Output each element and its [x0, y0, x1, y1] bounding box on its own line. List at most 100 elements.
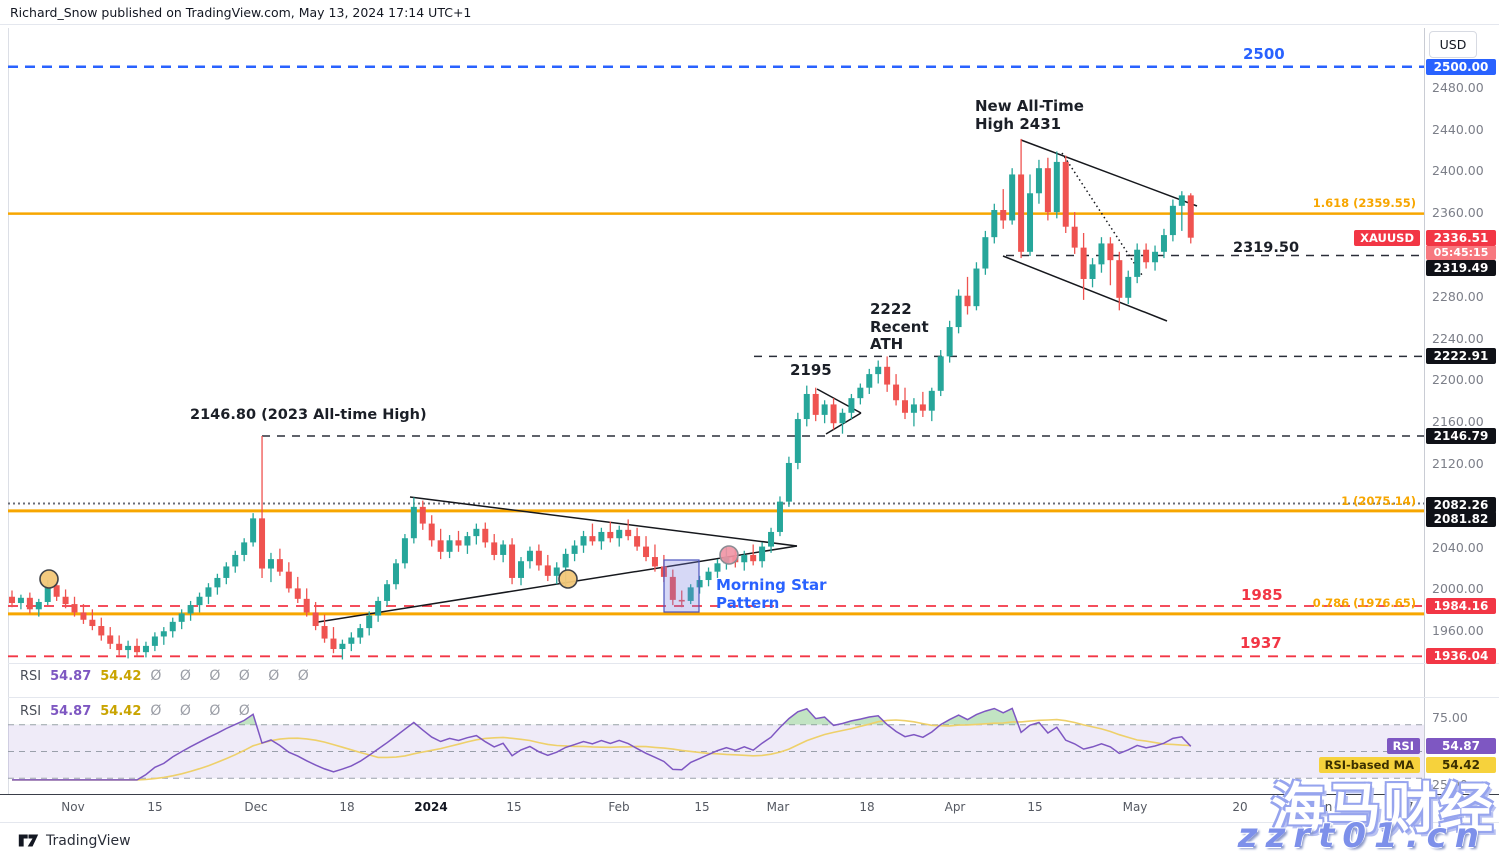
candle-body: [321, 626, 328, 639]
candle-body: [535, 550, 542, 566]
trendline-channel-lower[interactable]: [1002, 255, 1168, 322]
trendline-triangle-lower[interactable]: [317, 545, 798, 623]
time-axis-label-15[interactable]: 15: [694, 800, 710, 814]
time-axis-label-May[interactable]: May: [1122, 800, 1148, 814]
candle-body: [455, 540, 462, 546]
candle-body: [982, 237, 989, 269]
candle-body: [812, 393, 819, 415]
candle-body: [151, 636, 158, 646]
time-axis-label-Nov[interactable]: Nov: [61, 800, 85, 814]
candle-body: [35, 601, 42, 610]
candle-body: [392, 563, 399, 585]
time-axis-label-Dec[interactable]: Dec: [244, 800, 268, 814]
rsi-scale-tick: 25.00: [1432, 777, 1468, 792]
candle-body: [741, 554, 748, 563]
rsi-ma-value: 54.42: [100, 668, 142, 684]
candle-body: [1053, 161, 1060, 213]
candle-body: [401, 538, 408, 564]
time-axis-label-15[interactable]: 15: [506, 800, 522, 814]
candle-body: [553, 567, 560, 576]
rsi-legend-row-2: RSI 54.87 54.42 Ø Ø Ø Ø: [20, 703, 257, 719]
highlight-circle-feb[interactable]: [719, 545, 739, 565]
tradingview-brand[interactable]: TradingView: [18, 832, 131, 849]
legend-loading-icons[interactable]: Ø Ø Ø Ø Ø Ø: [150, 668, 316, 684]
candle-body: [1018, 174, 1025, 252]
time-axis-label-20[interactable]: 20: [1232, 800, 1248, 814]
candle-body: [616, 529, 623, 539]
footer-divider: [0, 822, 1499, 823]
candle-body: [330, 638, 337, 650]
price-tick: 2120.00: [1432, 456, 1484, 471]
price-badge-2500.00: 2500.00: [1426, 58, 1496, 75]
candle-body: [214, 577, 221, 588]
price-tick: 2480.00: [1432, 79, 1484, 95]
trendline-pennant-lower[interactable]: [825, 412, 862, 435]
candle-body: [946, 327, 953, 357]
time-axis-label-Feb[interactable]: Feb: [608, 800, 630, 814]
candle-body: [473, 528, 480, 537]
candle-body: [1080, 247, 1087, 279]
time-axis-label-Mar[interactable]: Mar: [766, 800, 790, 814]
highlight-circle-jan[interactable]: [558, 569, 578, 589]
candle-body: [1160, 235, 1167, 252]
candle-body: [848, 398, 855, 413]
candle-body: [1152, 251, 1159, 263]
countdown-badge: 05:45:15: [1426, 245, 1496, 260]
time-axis-label-2024[interactable]: 2024: [414, 800, 448, 814]
candle-body: [705, 571, 712, 581]
rsi-legend-row-1: RSI 54.87 54.42 Ø Ø Ø Ø Ø Ø: [20, 668, 316, 684]
trendline-triangle-upper[interactable]: [409, 496, 798, 547]
candle-body: [1089, 264, 1096, 279]
candle-body: [526, 550, 533, 562]
candle-body: [785, 462, 792, 502]
candle-body: [178, 613, 185, 622]
price-tick: 1960.00: [1432, 623, 1484, 639]
candle-body: [464, 536, 471, 546]
trendline-channel-upper[interactable]: [1020, 139, 1198, 207]
tradingview-logo-icon: [18, 834, 39, 847]
time-axis-label-Jun[interactable]: Jun: [1313, 800, 1333, 814]
candle-body: [232, 554, 239, 567]
candle-body: [259, 518, 266, 569]
legend-loading-icons[interactable]: Ø Ø Ø Ø: [150, 703, 257, 719]
label-2146-80: 2146.80 (2023 All-time High): [190, 407, 427, 423]
price-badge-2146.79: 2146.79: [1426, 428, 1496, 444]
candle-body: [491, 542, 498, 555]
candle-body: [348, 637, 355, 644]
time-axis-label-18[interactable]: 18: [339, 800, 355, 814]
candle-body: [26, 597, 33, 610]
price-tick: 2200.00: [1432, 372, 1484, 388]
morning-star-box[interactable]: [663, 559, 700, 613]
price-tick: 2280.00: [1432, 288, 1484, 304]
candle-body: [634, 536, 641, 547]
candle-body: [223, 566, 230, 578]
candle-body: [1009, 174, 1016, 221]
candle-body: [44, 585, 51, 602]
candle-body: [518, 561, 525, 578]
price-tick: 2400.00: [1432, 163, 1484, 179]
candle-body: [357, 628, 364, 638]
time-axis-label-Apr[interactable]: Apr: [944, 800, 966, 814]
candle-body: [598, 531, 605, 542]
candle-body: [1098, 243, 1105, 265]
time-axis-label-18[interactable]: 18: [859, 800, 875, 814]
currency-button[interactable]: USD: [1429, 31, 1477, 58]
time-axis-label-15[interactable]: 15: [147, 800, 163, 814]
candle-body: [1027, 193, 1034, 252]
trendline-breakdown-dotted[interactable]: [1061, 152, 1143, 276]
tradingview-brand-label: TradingView: [46, 832, 131, 849]
candle-body: [919, 404, 926, 411]
time-axis-label-15[interactable]: 15: [1027, 800, 1043, 814]
rsi-ma-value-badge: 54.42: [1426, 757, 1496, 773]
candle-body: [955, 295, 962, 328]
highlight-circle-nov[interactable]: [39, 569, 59, 589]
candle-body: [857, 387, 864, 399]
rsi-value: 54.87: [50, 668, 92, 684]
candle-body: [205, 587, 212, 597]
price-badge-1984.16: 1984.16: [1426, 597, 1496, 614]
candle-body: [446, 540, 453, 552]
time-axis-label-17[interactable]: 17: [1398, 800, 1414, 814]
candle-body: [53, 585, 60, 597]
